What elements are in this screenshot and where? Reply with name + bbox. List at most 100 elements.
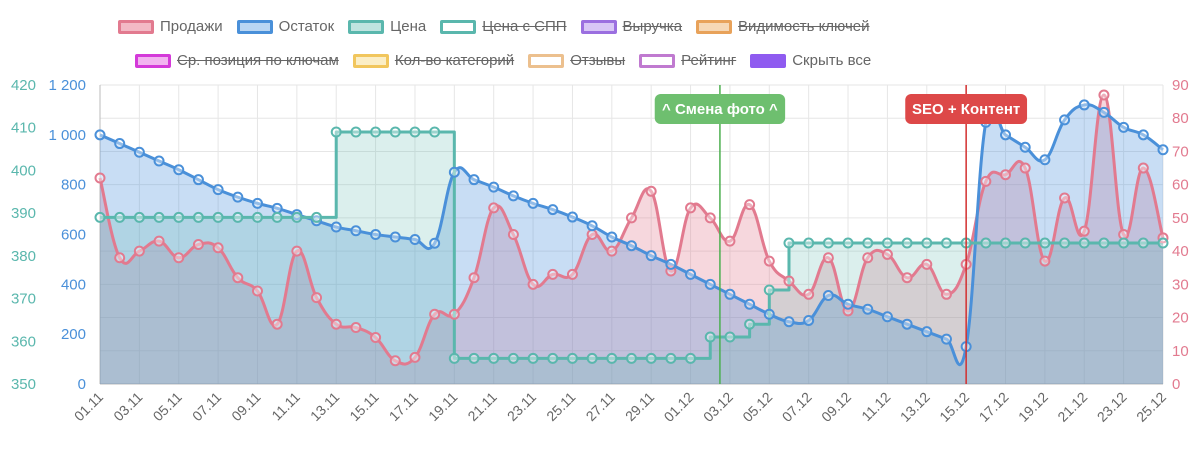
sales-axis-tick-label: 30 <box>1172 276 1189 293</box>
stock-axis-tick-label: 600 <box>61 227 86 244</box>
legend-item-7[interactable]: Ср. позиция по ключам <box>135 52 339 69</box>
stock-axis-tick-label: 800 <box>61 177 86 194</box>
price-axis-tick-label: 420 <box>11 77 36 94</box>
sales-axis-tick-label: 90 <box>1172 77 1189 94</box>
data-point <box>1000 129 1012 141</box>
data-point <box>940 333 952 345</box>
data-point <box>744 298 756 310</box>
data-point <box>271 318 283 330</box>
stock-axis-tick-label: 400 <box>61 276 86 293</box>
data-point <box>468 352 480 364</box>
legend-label: Кол-во категорий <box>394 52 515 69</box>
data-point <box>291 245 303 257</box>
legend-swatch <box>348 19 385 34</box>
x-tick-label: 19.11 <box>425 389 461 425</box>
data-point <box>586 220 598 232</box>
data-point <box>685 202 697 214</box>
x-tick-label: 15.12 <box>936 389 972 425</box>
legend-item-10[interactable]: Рейтинг <box>639 52 736 69</box>
legend-item-2[interactable]: Остаток <box>236 18 334 35</box>
legend-swatch <box>696 19 733 34</box>
legend-item-9[interactable]: Отзывы <box>528 52 625 69</box>
data-point <box>842 298 854 310</box>
legend-item-3[interactable]: Цена <box>348 18 426 35</box>
data-point <box>980 237 992 249</box>
data-point <box>370 126 382 138</box>
data-point <box>1098 89 1110 101</box>
data-point <box>429 126 441 138</box>
data-point <box>783 316 795 328</box>
data-point <box>173 211 185 223</box>
data-point <box>803 237 815 249</box>
data-point <box>547 268 559 280</box>
data-point <box>251 211 263 223</box>
data-point <box>547 352 559 364</box>
data-point <box>822 252 834 264</box>
data-point <box>173 164 185 176</box>
sales-axis-tick-label: 0 <box>1172 376 1180 393</box>
data-point <box>133 211 145 223</box>
legend-swatch <box>135 53 171 68</box>
data-point <box>468 272 480 284</box>
data-point <box>389 355 401 367</box>
data-point <box>527 352 539 364</box>
data-point <box>665 352 677 364</box>
data-point <box>507 190 519 202</box>
data-point <box>862 237 874 249</box>
legend-item-1[interactable]: Продажи <box>118 18 223 35</box>
data-point <box>763 255 775 267</box>
x-tick-label: 25.12 <box>1133 389 1169 425</box>
data-point <box>370 331 382 343</box>
data-point <box>311 211 323 223</box>
data-point <box>724 288 736 300</box>
legend-swatch <box>440 19 477 34</box>
legend-label: Выручка <box>622 18 683 35</box>
legend-item-4[interactable]: Цена с СПП <box>440 18 567 35</box>
data-point <box>1118 237 1130 249</box>
data-point <box>645 185 657 197</box>
data-point <box>350 126 362 138</box>
x-tick-label: 01.11 <box>71 389 107 425</box>
x-tick-label: 05.12 <box>739 389 775 425</box>
x-tick-label: 17.11 <box>386 389 422 425</box>
data-point <box>488 202 500 214</box>
legend-swatch <box>352 53 389 68</box>
data-point <box>1078 237 1090 249</box>
data-point <box>685 352 697 364</box>
data-point <box>586 229 598 240</box>
data-point <box>665 258 677 270</box>
legend-label: Ср. позиция по ключам <box>177 52 339 69</box>
legend-item-8[interactable]: Кол-во категорий <box>352 52 515 69</box>
data-point <box>527 197 539 209</box>
legend-item-6[interactable]: Видимость ключей <box>696 18 870 35</box>
data-point <box>192 174 204 186</box>
data-point <box>133 146 145 158</box>
data-point <box>783 237 795 249</box>
x-tick-label: 29.11 <box>622 389 658 425</box>
data-point <box>1157 144 1169 156</box>
data-point <box>114 252 126 264</box>
data-point <box>291 211 303 223</box>
data-point <box>744 199 756 211</box>
data-point <box>192 238 204 250</box>
x-tick-label: 19.12 <box>1015 389 1051 425</box>
data-point <box>744 318 756 330</box>
data-point <box>626 352 637 364</box>
data-point <box>448 166 460 178</box>
x-tick-label: 15.11 <box>346 389 382 425</box>
legend-item-5[interactable]: Выручка <box>580 18 683 35</box>
data-point <box>685 268 697 280</box>
x-tick-label: 23.11 <box>504 389 540 425</box>
data-point <box>940 288 952 300</box>
x-tick-label: 17.12 <box>976 389 1012 425</box>
price-axis-tick-label: 360 <box>11 333 36 350</box>
data-point <box>566 352 578 364</box>
x-tick-label: 11.11 <box>268 389 303 424</box>
data-point <box>409 126 421 138</box>
sales-axis-tick-label: 70 <box>1172 143 1189 160</box>
data-point <box>212 184 224 196</box>
legend-item-11[interactable]: Скрыть все <box>750 52 871 69</box>
data-point <box>803 288 815 300</box>
